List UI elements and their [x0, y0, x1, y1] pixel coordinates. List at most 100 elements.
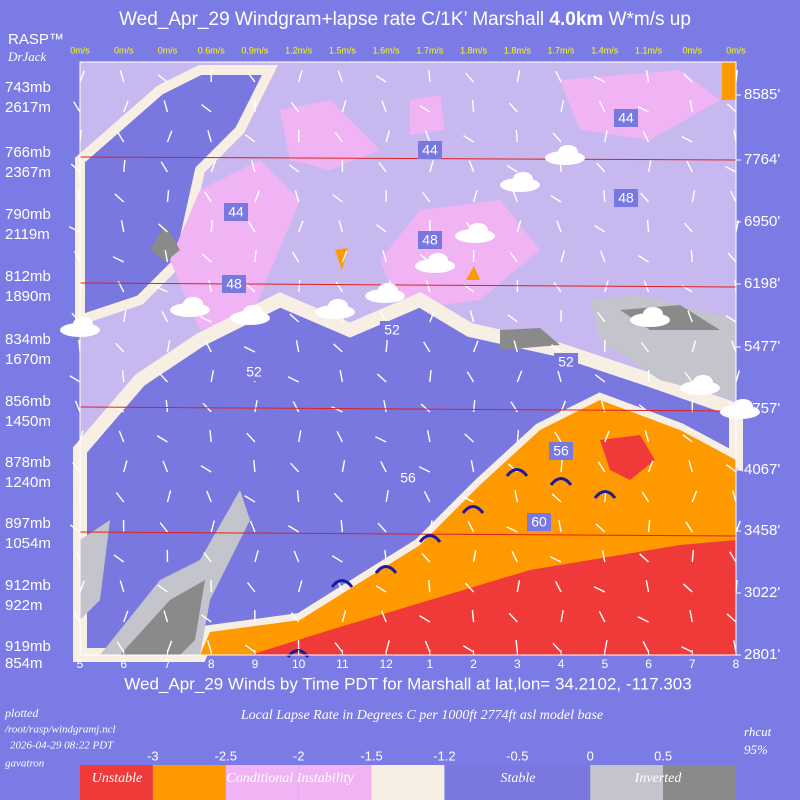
wind-barb — [510, 401, 518, 413]
wind-barb — [429, 310, 435, 323]
wind-barb — [163, 100, 169, 113]
wind-barb — [516, 429, 520, 443]
cloud — [693, 375, 713, 389]
contour-label: 56 — [553, 443, 569, 459]
wind-barb — [516, 580, 521, 593]
wind-barb — [379, 311, 387, 323]
glider — [374, 565, 398, 574]
wstar-label: 1.7m/s — [416, 45, 444, 55]
wind-barb — [463, 284, 475, 293]
wind-barb — [115, 492, 125, 503]
wind-barb — [245, 283, 256, 293]
wind-barb — [341, 250, 348, 263]
wind-barb — [113, 554, 125, 563]
wind-barb — [254, 550, 259, 563]
x-tick-label: 9 — [252, 657, 259, 671]
x-tick-label: 10 — [292, 657, 306, 671]
glider — [461, 505, 485, 514]
wind-barb — [204, 191, 212, 203]
wind-barb — [647, 460, 654, 473]
wind-barb — [75, 550, 81, 563]
wind-barb — [244, 134, 256, 143]
pressure-label: 878mb — [5, 454, 51, 471]
wind-barb — [463, 135, 474, 143]
wind-barb — [725, 165, 737, 173]
plot-frame — [79, 61, 737, 656]
x-tick-label: 8 — [208, 657, 215, 671]
chart-title: Wed_Apr_29 Windgram+lapse rate C/1K’ Mar… — [119, 9, 691, 30]
height-m-label: 1890m — [5, 288, 51, 305]
wind-barb — [637, 105, 649, 113]
wind-barb — [375, 585, 387, 593]
wind-barb — [731, 340, 737, 353]
x-tick-label: 1 — [427, 657, 434, 671]
legend-swatch — [444, 765, 518, 800]
wind-barb — [157, 584, 168, 593]
wind-barb — [160, 161, 169, 173]
wind-barb — [288, 525, 300, 533]
legend-swatch — [590, 765, 664, 800]
wind-barb — [158, 223, 168, 233]
wind-barb — [201, 253, 212, 263]
wind-barb — [296, 489, 300, 503]
wind-barb — [467, 520, 475, 533]
wind-barb — [290, 462, 300, 473]
wind-barb — [201, 104, 212, 113]
contour-label-box — [242, 363, 266, 381]
wind-barb — [558, 520, 562, 533]
wind-barb — [116, 641, 125, 653]
red-line — [79, 282, 737, 288]
x-tick-label: 7 — [689, 657, 696, 671]
wind-barb — [381, 100, 387, 113]
wind-barb — [604, 430, 610, 443]
cloud — [378, 283, 398, 297]
wind-barb — [509, 251, 518, 263]
wind-barb — [642, 640, 650, 653]
wind-barb — [471, 99, 475, 113]
height-ft-label: 6198' — [744, 275, 780, 292]
wind-barb — [69, 375, 81, 383]
wind-barb — [465, 72, 475, 83]
wind-barb — [472, 340, 479, 353]
wind-barb — [74, 400, 81, 413]
wind-barb — [516, 370, 523, 383]
contour-label: 48 — [422, 232, 438, 248]
wind-barb — [159, 522, 169, 533]
wind-barb — [725, 315, 737, 323]
footer-text: rhcut — [744, 724, 772, 739]
height-m-label: 2119m — [5, 226, 50, 243]
legend-tick-label: -2 — [293, 748, 305, 763]
wind-barb — [560, 250, 566, 263]
wind-barb — [682, 583, 693, 593]
wind-barb — [604, 130, 608, 143]
wind-barb — [247, 582, 256, 593]
legend-tick-label: -2.5 — [215, 748, 237, 763]
height-m-label: 1670m — [5, 351, 51, 368]
contour-label: 44 — [618, 110, 634, 126]
wind-barb — [464, 433, 475, 443]
wind-barb — [553, 281, 562, 293]
wind-barb — [637, 616, 649, 623]
wind-barb — [647, 160, 652, 173]
wind-barb — [341, 610, 347, 623]
height-ft-label: 6950' — [744, 213, 780, 230]
wind-barb — [79, 580, 85, 593]
wind-barb — [244, 495, 256, 503]
wind-barb — [210, 370, 215, 383]
wind-barb — [594, 225, 606, 233]
wstar-label: 1.1m/s — [635, 45, 663, 55]
wind-barb — [339, 370, 344, 383]
wind-barb — [340, 519, 344, 533]
wind-barb — [385, 339, 388, 353]
wind-barb — [207, 640, 212, 653]
wstar-label: 0m/s — [158, 45, 178, 55]
contour-label: 52 — [558, 354, 574, 370]
wind-barb — [166, 189, 170, 203]
wind-barb — [726, 103, 737, 113]
legend-swatch — [298, 765, 372, 800]
wind-barb — [206, 490, 212, 503]
wind-barb — [689, 100, 693, 113]
wind-barb — [73, 250, 81, 263]
contour-label-box — [224, 203, 248, 221]
contour-label: 48 — [226, 276, 242, 292]
